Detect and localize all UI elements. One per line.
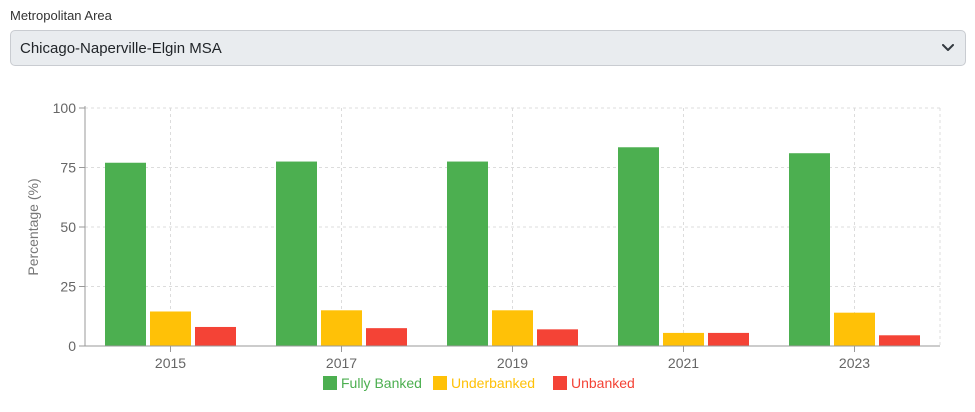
bar-unbanked-2015[interactable] xyxy=(195,326,236,346)
grid-layer xyxy=(85,107,941,346)
legend-swatch-underbanked xyxy=(433,376,447,390)
y-tick-label: 0 xyxy=(68,338,76,354)
legend-item-underbanked[interactable]: Underbanked xyxy=(433,375,535,391)
banking-status-bar-chart: 0 25 50 75 100 2015 2017 2019 2021 2023 Percentag… xyxy=(25,100,941,391)
bar-fully-banked-2015[interactable] xyxy=(105,162,146,346)
legend-swatch-fully-banked xyxy=(323,376,337,390)
x-tick-label: 2017 xyxy=(326,355,357,371)
x-tick-label: 2019 xyxy=(497,355,528,371)
legend-item-fully-banked[interactable]: Fully Banked xyxy=(323,375,422,391)
metro-area-select[interactable]: Chicago-Naperville-Elgin MSA xyxy=(10,30,966,66)
x-tick-label: 2023 xyxy=(839,355,870,371)
bar-fully-banked-2017[interactable] xyxy=(276,161,317,346)
bar-fully-banked-2021[interactable] xyxy=(618,147,659,346)
legend-label-underbanked: Underbanked xyxy=(451,375,535,391)
legend[interactable]: Fully Banked Underbanked Unbanked xyxy=(323,375,635,391)
x-tick-label: 2021 xyxy=(668,355,699,371)
metro-area-label: Metropolitan Area xyxy=(10,8,112,23)
y-axis-title: Percentage (%) xyxy=(25,178,41,275)
bars-layer xyxy=(105,147,920,346)
chevron-down-icon xyxy=(941,41,955,55)
y-tick-label: 100 xyxy=(53,100,77,116)
metro-area-selected-value: Chicago-Naperville-Elgin MSA xyxy=(20,39,222,57)
bar-fully-banked-2023[interactable] xyxy=(789,153,830,346)
legend-label-unbanked: Unbanked xyxy=(571,375,635,391)
bar-unbanked-2023[interactable] xyxy=(879,335,920,346)
bar-unbanked-2019[interactable] xyxy=(537,329,578,346)
bar-unbanked-2017[interactable] xyxy=(366,328,407,346)
y-tick-label: 50 xyxy=(60,219,76,235)
axes-layer: 0 25 50 75 100 2015 2017 2019 2021 2023 xyxy=(53,100,940,371)
bar-unbanked-2021[interactable] xyxy=(708,332,749,346)
legend-swatch-unbanked xyxy=(553,376,567,390)
y-tick-label: 75 xyxy=(60,160,76,176)
bar-fully-banked-2019[interactable] xyxy=(447,161,488,346)
bar-underbanked-2015[interactable] xyxy=(150,311,191,346)
bar-underbanked-2021[interactable] xyxy=(663,332,704,346)
legend-item-unbanked[interactable]: Unbanked xyxy=(553,375,635,391)
bar-underbanked-2023[interactable] xyxy=(834,312,875,346)
bar-underbanked-2019[interactable] xyxy=(492,310,533,346)
legend-label-fully-banked: Fully Banked xyxy=(341,375,422,391)
y-tick-label: 25 xyxy=(60,279,76,295)
bar-underbanked-2017[interactable] xyxy=(321,310,362,346)
x-tick-label: 2015 xyxy=(155,355,186,371)
